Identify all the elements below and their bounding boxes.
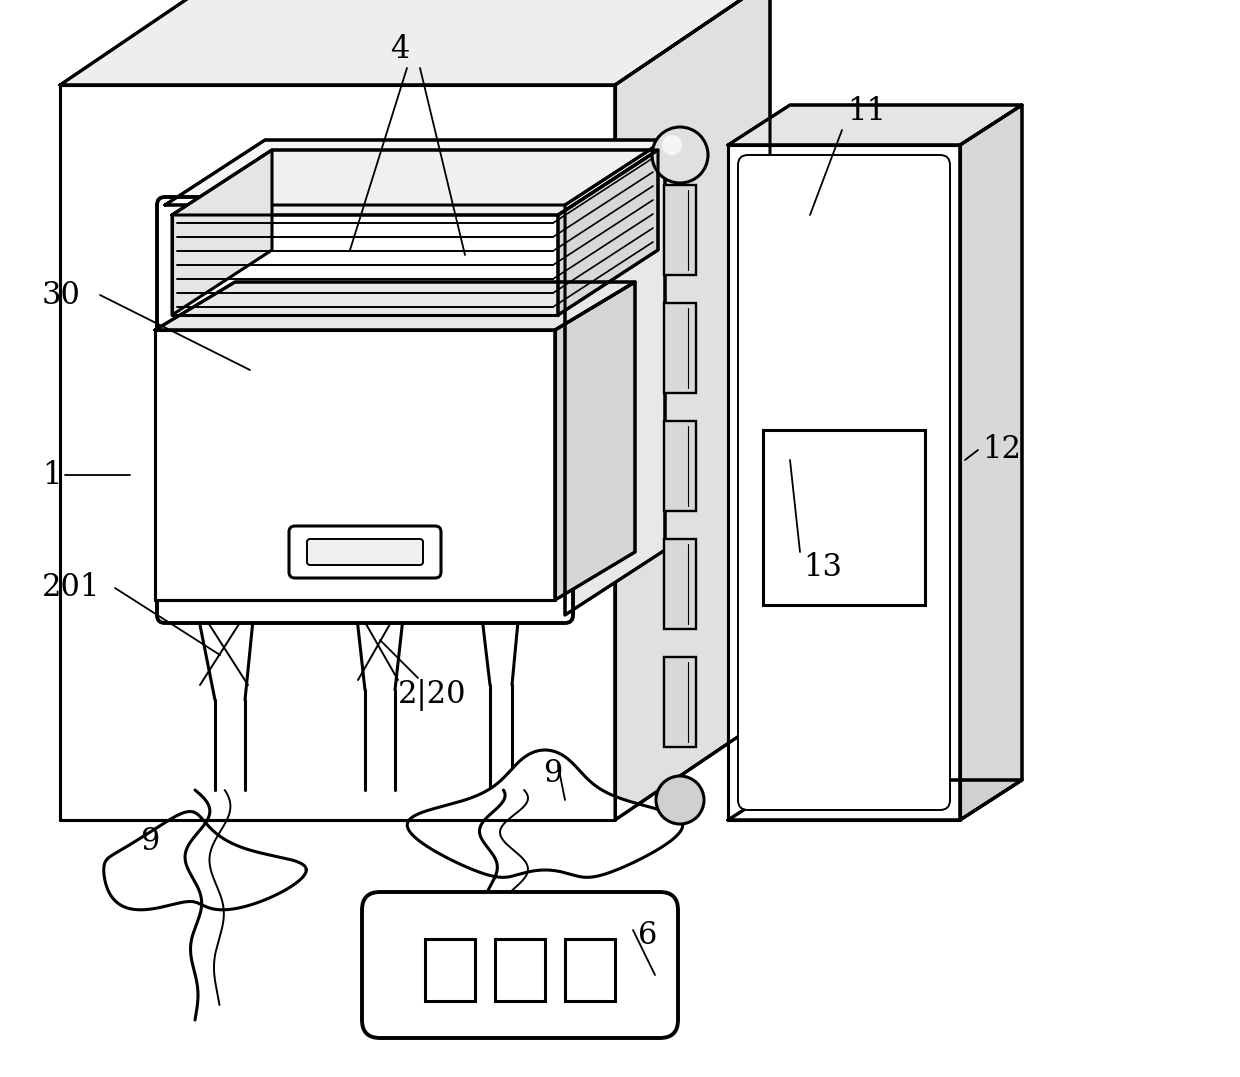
- Text: 4: 4: [391, 34, 409, 66]
- Polygon shape: [556, 282, 635, 600]
- Polygon shape: [728, 104, 1022, 145]
- Polygon shape: [407, 750, 683, 878]
- Text: 12: 12: [982, 434, 1021, 465]
- Polygon shape: [558, 150, 658, 314]
- Polygon shape: [104, 811, 306, 910]
- Bar: [565, 939, 615, 1001]
- Polygon shape: [155, 330, 556, 600]
- Polygon shape: [155, 282, 635, 330]
- Polygon shape: [172, 150, 658, 215]
- Bar: [663, 421, 696, 510]
- Polygon shape: [60, 85, 615, 820]
- Bar: [763, 430, 925, 605]
- Polygon shape: [960, 104, 1022, 820]
- Text: 30: 30: [42, 280, 81, 310]
- Text: 11: 11: [847, 97, 887, 127]
- Bar: [495, 939, 546, 1001]
- Polygon shape: [172, 150, 272, 314]
- Text: 13: 13: [804, 553, 842, 584]
- Polygon shape: [615, 0, 770, 820]
- Bar: [663, 657, 696, 747]
- Bar: [425, 939, 475, 1001]
- Text: 1: 1: [42, 460, 62, 490]
- Polygon shape: [565, 140, 665, 615]
- Polygon shape: [60, 0, 770, 85]
- Text: 9: 9: [140, 826, 159, 857]
- Text: 9: 9: [543, 757, 562, 788]
- Circle shape: [652, 127, 708, 183]
- Polygon shape: [728, 780, 1022, 820]
- Circle shape: [656, 777, 704, 824]
- FancyBboxPatch shape: [289, 526, 441, 578]
- FancyBboxPatch shape: [157, 197, 573, 623]
- Polygon shape: [165, 140, 665, 205]
- FancyBboxPatch shape: [308, 538, 423, 565]
- FancyBboxPatch shape: [362, 892, 678, 1038]
- Bar: [663, 185, 696, 275]
- Circle shape: [662, 135, 682, 155]
- Text: 201: 201: [42, 573, 100, 603]
- Text: 2|20: 2|20: [398, 679, 466, 711]
- Bar: [663, 303, 696, 393]
- Text: 6: 6: [639, 920, 657, 951]
- Bar: [663, 538, 696, 629]
- FancyBboxPatch shape: [738, 155, 950, 810]
- Polygon shape: [728, 145, 960, 820]
